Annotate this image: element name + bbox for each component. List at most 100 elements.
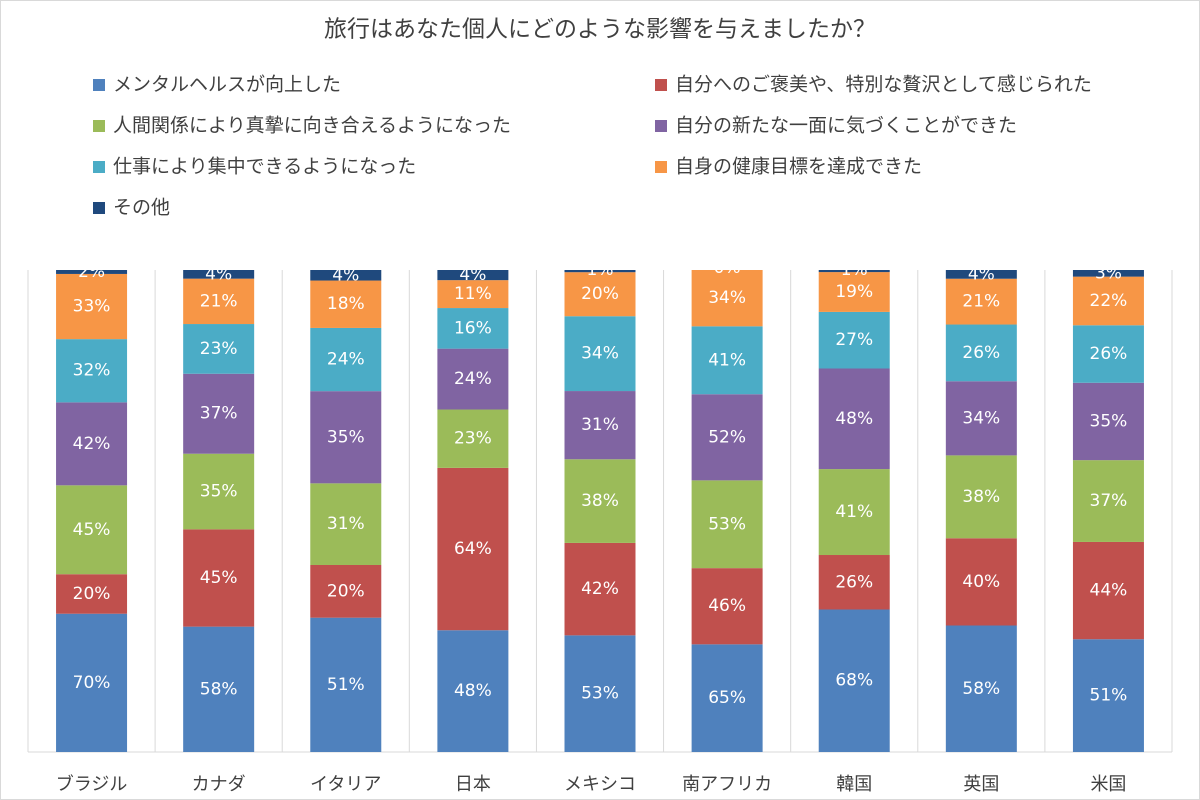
bar-segment	[183, 453, 255, 530]
data-label: 32%	[73, 361, 111, 381]
legend-label: メンタルヘルスが向上した	[113, 74, 341, 96]
bar-segment	[437, 348, 509, 410]
data-label: 40%	[962, 572, 1000, 592]
data-label: 11%	[454, 284, 492, 304]
data-label: 4%	[205, 264, 232, 284]
x-tick-label: ブラジル	[56, 773, 128, 795]
x-tick-label: 韓国	[836, 774, 872, 795]
x-tick-label: 米国	[1090, 774, 1126, 795]
bar-segment	[564, 635, 636, 752]
legend-label: 自分へのご褒美や、特別な贅沢として感じられた	[675, 74, 1092, 96]
bar-segment	[945, 270, 1017, 279]
data-label: 26%	[1090, 344, 1128, 364]
bar-segment	[818, 270, 890, 273]
bar-segment	[945, 625, 1017, 752]
bar-segment	[437, 308, 509, 349]
bar-segment	[1072, 541, 1144, 640]
bar-segment	[437, 467, 509, 631]
bar-segment	[437, 280, 509, 309]
data-label: 33%	[73, 297, 111, 317]
bar-segment	[818, 469, 890, 556]
data-label: 4%	[332, 265, 359, 285]
bar-segment	[818, 311, 890, 369]
bar-segment	[183, 270, 255, 279]
x-tick-label: イタリア	[310, 774, 381, 795]
data-label: 2%	[78, 262, 105, 282]
legend-label: 人間関係により真摯に向き合えるようになった	[113, 115, 511, 137]
bar-segment	[945, 324, 1017, 382]
data-label: 52%	[708, 427, 746, 447]
data-label: 19%	[835, 282, 873, 302]
bar-segment	[945, 278, 1017, 325]
bar-segment	[183, 324, 255, 374]
bar-segment	[564, 272, 636, 317]
bar-segment	[818, 555, 890, 610]
legend-label: 自身の健康目標を達成できた	[675, 156, 922, 178]
data-label: 41%	[835, 502, 873, 522]
data-label: 68%	[835, 671, 873, 691]
bar-segment	[56, 270, 128, 274]
data-label: 48%	[835, 409, 873, 429]
legend-swatch	[655, 120, 667, 132]
bar-segment	[183, 626, 255, 752]
data-label: 34%	[962, 408, 1000, 428]
data-label: 58%	[962, 679, 1000, 699]
data-label: 21%	[962, 292, 1000, 312]
bar-segment	[56, 402, 128, 486]
bar-segment	[1072, 325, 1144, 383]
data-label: 0%	[714, 258, 741, 278]
bar-segment	[56, 574, 128, 614]
bar-segment	[691, 568, 763, 645]
bar-segment	[1072, 460, 1144, 542]
bar-segment	[310, 270, 382, 281]
data-label: 51%	[327, 675, 365, 695]
data-label: 38%	[581, 491, 619, 511]
data-label: 1%	[841, 260, 868, 280]
data-label: 23%	[200, 339, 238, 359]
data-label: 3%	[1095, 263, 1122, 283]
bar-segment	[691, 480, 763, 569]
legend-label: 自分の新たな一面に気づくことができた	[675, 115, 1017, 137]
data-label: 26%	[835, 572, 873, 592]
data-label: 44%	[1090, 581, 1128, 601]
bar-segment	[1072, 276, 1144, 326]
data-label: 41%	[708, 350, 746, 370]
bar-segment	[183, 373, 255, 454]
bar-segment	[945, 538, 1017, 626]
chart-title: 旅行はあなた個人にどのような影響を与えましたか？	[324, 17, 876, 43]
data-label: 23%	[454, 429, 492, 449]
legend-swatch	[655, 79, 667, 91]
data-label: 4%	[459, 265, 486, 285]
bar-segment	[310, 617, 382, 752]
bar-segment	[564, 542, 636, 636]
legend-swatch	[93, 120, 105, 132]
data-label: 24%	[454, 369, 492, 389]
bar-segment	[310, 391, 382, 484]
bar-segment	[564, 316, 636, 392]
bar-segment	[564, 391, 636, 460]
data-label: 37%	[1090, 491, 1128, 511]
bar-segment	[310, 483, 382, 565]
data-label: 64%	[454, 539, 492, 559]
x-tick-label: 英国	[963, 774, 999, 795]
bar-segment	[437, 630, 509, 752]
data-label: 26%	[962, 343, 1000, 363]
bar-segment	[183, 529, 255, 627]
bar-segment	[818, 272, 890, 312]
data-label: 46%	[708, 596, 746, 616]
legend-swatch	[93, 79, 105, 91]
bar-segment	[945, 381, 1017, 456]
bar-segment	[691, 326, 763, 395]
bar-segment	[310, 280, 382, 328]
data-label: 27%	[835, 330, 873, 350]
bar-segment	[945, 455, 1017, 539]
data-label: 20%	[581, 284, 619, 304]
x-tick-label: 日本	[455, 774, 491, 795]
data-label: 53%	[708, 514, 746, 534]
bar-segment	[818, 368, 890, 470]
data-label: 21%	[200, 291, 238, 311]
data-label: 37%	[200, 404, 238, 424]
bar-segment	[56, 485, 128, 575]
data-label: 34%	[708, 288, 746, 308]
